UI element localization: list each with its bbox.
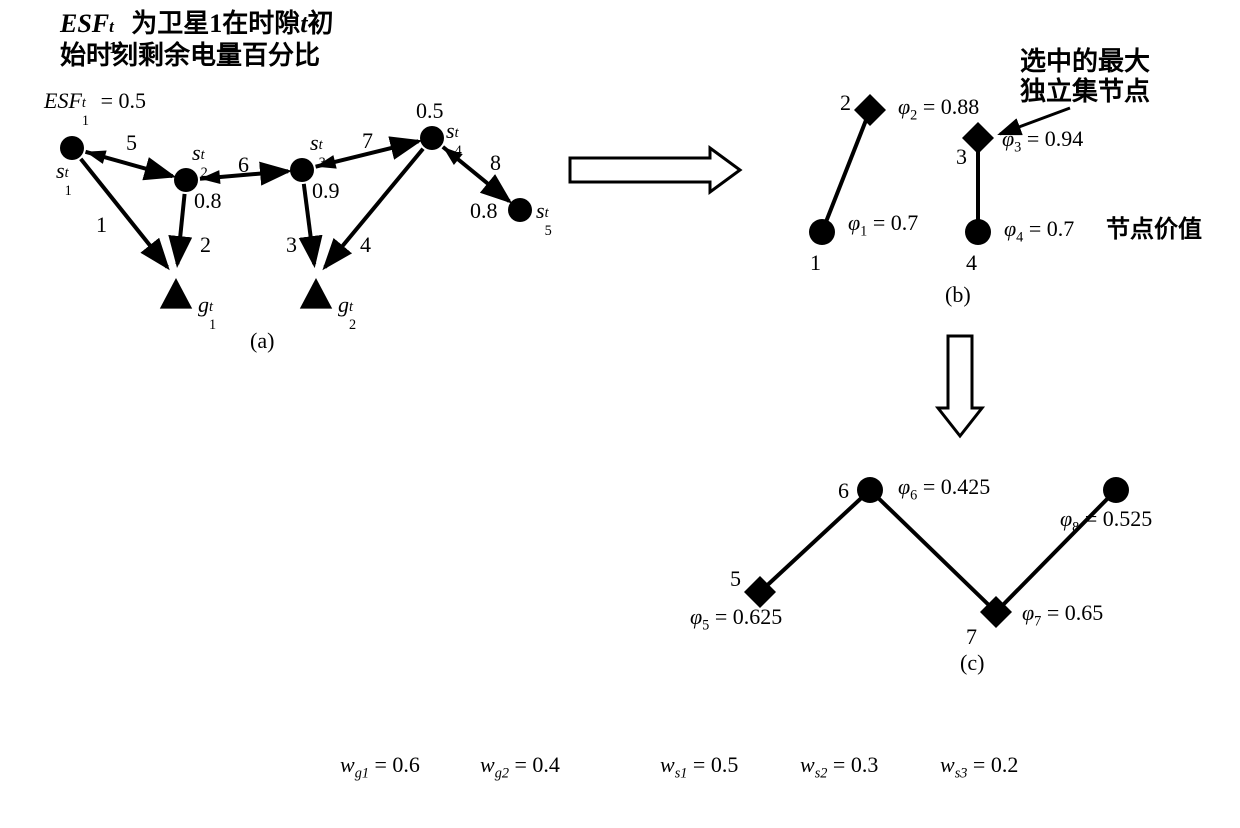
- s-label-s5: st5: [536, 198, 558, 224]
- link-label-8: 8: [490, 150, 501, 176]
- link-label-6: 6: [238, 152, 249, 178]
- c-node-id-7: 7: [966, 624, 977, 650]
- panel-b-label: (b): [945, 282, 971, 308]
- c-node-id-5: 5: [730, 566, 741, 592]
- c-phi-7: φ7 = 0.65: [1022, 600, 1103, 631]
- b-anno-1: 选中的最大: [1020, 46, 1150, 77]
- c-phi-5: φ5 = 0.625: [690, 604, 782, 635]
- panel-a-label: (a): [250, 328, 274, 354]
- header-line1: ESFt1 为卫星1在时隙t初: [60, 8, 334, 39]
- c-phi-6: φ6 = 0.425: [898, 474, 990, 505]
- weight-0: wg1 = 0.6: [340, 752, 420, 783]
- b-node-id-4: 4: [966, 250, 977, 276]
- weight-1: wg2 = 0.4: [480, 752, 560, 783]
- b-node-id-1: 1: [810, 250, 821, 276]
- c-phi-8: φ8 = 0.525: [1060, 506, 1152, 537]
- link-label-2: 2: [200, 232, 211, 258]
- g-label-g1: gt1: [198, 292, 222, 318]
- weight-2: ws1 = 0.5: [660, 752, 738, 783]
- b-phi-3: φ3 = 0.94: [1002, 126, 1083, 157]
- c-node-id-6: 6: [838, 478, 849, 504]
- link-label-4: 4: [360, 232, 371, 258]
- b-phi-4: φ4 = 0.7: [1004, 216, 1074, 247]
- b-phi-2: φ2 = 0.88: [898, 94, 979, 125]
- diagram-svg: [0, 0, 1240, 828]
- panel-c-label: (c): [960, 650, 984, 676]
- link-label-1: 1: [96, 212, 107, 238]
- b-node-id-2: 2: [840, 90, 851, 116]
- b-anno-2: 独立集节点: [1020, 76, 1150, 107]
- b-node-id-3: 3: [956, 144, 967, 170]
- weight-3: ws2 = 0.3: [800, 752, 878, 783]
- b-phi-1: φ1 = 0.7: [848, 210, 918, 241]
- weight-4: ws3 = 0.2: [940, 752, 1018, 783]
- s-label-s3: st3: [310, 130, 332, 156]
- link-label-3: 3: [286, 232, 297, 258]
- s-label-s1: st1: [56, 158, 78, 184]
- b-value-label: 节点价值: [1106, 216, 1202, 245]
- s-label-s2: st2: [192, 140, 214, 166]
- link-label-5: 5: [126, 130, 137, 156]
- header-line2: 始时刻剩余电量百分比: [60, 40, 320, 71]
- g-label-g2: gt2: [338, 292, 362, 318]
- link-label-7: 7: [362, 128, 373, 154]
- s-label-s4: st4: [446, 118, 468, 144]
- esf-label: ESFt1 = 0.5: [44, 88, 146, 114]
